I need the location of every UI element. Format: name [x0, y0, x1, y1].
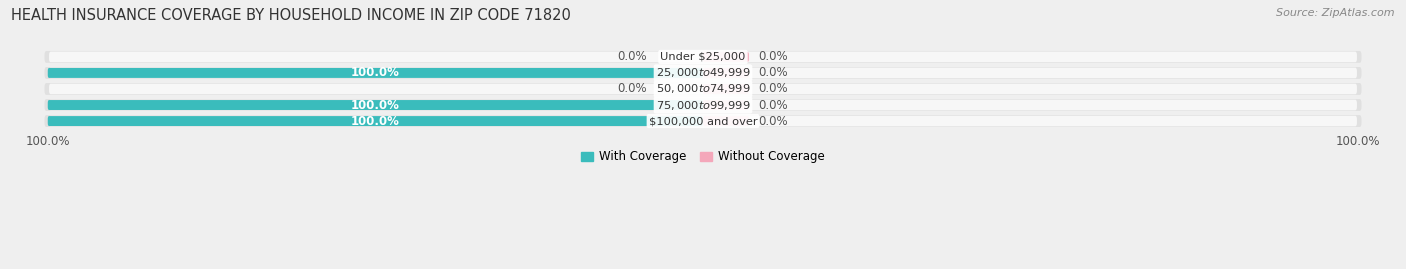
FancyBboxPatch shape: [45, 67, 1361, 79]
FancyBboxPatch shape: [49, 68, 1357, 78]
FancyBboxPatch shape: [703, 100, 749, 110]
FancyBboxPatch shape: [49, 100, 1357, 110]
Text: 100.0%: 100.0%: [352, 115, 399, 128]
Text: 100.0%: 100.0%: [352, 66, 399, 79]
Legend: With Coverage, Without Coverage: With Coverage, Without Coverage: [576, 146, 830, 168]
Text: 0.0%: 0.0%: [617, 83, 647, 95]
FancyBboxPatch shape: [703, 84, 749, 94]
Text: 0.0%: 0.0%: [759, 98, 789, 112]
FancyBboxPatch shape: [48, 68, 703, 78]
FancyBboxPatch shape: [45, 99, 1361, 111]
FancyBboxPatch shape: [49, 116, 1357, 126]
FancyBboxPatch shape: [49, 52, 1357, 62]
Text: HEALTH INSURANCE COVERAGE BY HOUSEHOLD INCOME IN ZIP CODE 71820: HEALTH INSURANCE COVERAGE BY HOUSEHOLD I…: [11, 8, 571, 23]
Text: 0.0%: 0.0%: [759, 83, 789, 95]
FancyBboxPatch shape: [703, 52, 749, 62]
Text: $50,000 to $74,999: $50,000 to $74,999: [655, 83, 751, 95]
Text: 0.0%: 0.0%: [617, 50, 647, 63]
FancyBboxPatch shape: [45, 51, 1361, 63]
Text: $25,000 to $49,999: $25,000 to $49,999: [655, 66, 751, 79]
FancyBboxPatch shape: [49, 84, 1357, 94]
FancyBboxPatch shape: [48, 100, 703, 110]
Text: 0.0%: 0.0%: [759, 66, 789, 79]
Text: $100,000 and over: $100,000 and over: [648, 116, 758, 126]
Text: 0.0%: 0.0%: [759, 115, 789, 128]
Text: 100.0%: 100.0%: [352, 98, 399, 112]
FancyBboxPatch shape: [703, 116, 749, 126]
FancyBboxPatch shape: [703, 68, 749, 78]
FancyBboxPatch shape: [45, 115, 1361, 127]
Text: 0.0%: 0.0%: [759, 50, 789, 63]
Text: Source: ZipAtlas.com: Source: ZipAtlas.com: [1277, 8, 1395, 18]
FancyBboxPatch shape: [45, 83, 1361, 95]
FancyBboxPatch shape: [48, 116, 703, 126]
Text: Under $25,000: Under $25,000: [661, 52, 745, 62]
Text: $75,000 to $99,999: $75,000 to $99,999: [655, 98, 751, 112]
